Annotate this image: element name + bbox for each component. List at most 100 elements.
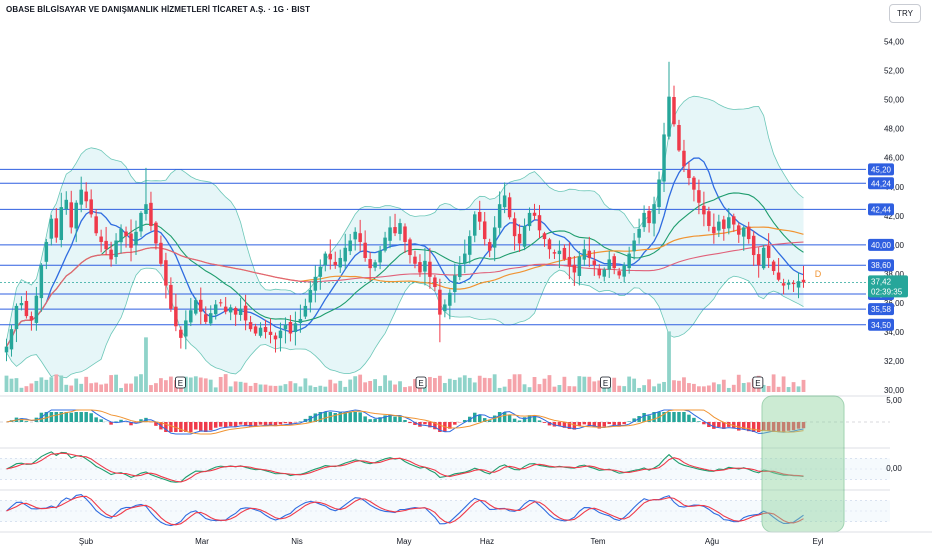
candle bbox=[368, 252, 372, 282]
level-tag-label: 35,58 bbox=[871, 305, 892, 314]
panel-1-histogram-bar bbox=[363, 416, 367, 422]
candle bbox=[233, 306, 238, 326]
candle-body bbox=[383, 237, 387, 251]
candle-body bbox=[134, 231, 138, 246]
panel-1-histogram-bar bbox=[69, 412, 73, 422]
volume-bar bbox=[657, 383, 661, 392]
volume-bar bbox=[34, 380, 39, 392]
candle bbox=[104, 226, 108, 255]
candle bbox=[298, 304, 303, 333]
candle-body bbox=[761, 247, 766, 269]
candle-body bbox=[746, 226, 751, 240]
panel-1-histogram-bar bbox=[64, 412, 69, 422]
candle-body bbox=[184, 320, 188, 337]
volume-bar bbox=[667, 331, 671, 392]
volume-bar bbox=[592, 381, 597, 392]
panel-1-histogram-bar bbox=[109, 422, 113, 425]
candle-body bbox=[607, 259, 611, 270]
candle-body bbox=[453, 275, 457, 292]
level-tag-bg bbox=[868, 203, 894, 216]
earnings-marker bbox=[752, 376, 764, 389]
volume-bar bbox=[672, 380, 676, 392]
panel-1-histogram-bar bbox=[642, 413, 646, 422]
panel-1-histogram-bar bbox=[692, 417, 696, 422]
currency-selector[interactable]: TRY bbox=[889, 4, 921, 23]
candle-body bbox=[368, 259, 372, 269]
volume-bar bbox=[547, 375, 552, 392]
panel-1-histogram-bar bbox=[258, 422, 263, 425]
volume-bar bbox=[368, 380, 373, 392]
candle-body bbox=[74, 202, 78, 229]
candle-body bbox=[278, 330, 283, 339]
candle bbox=[472, 211, 477, 243]
panel-1-histogram-bar bbox=[527, 415, 532, 422]
panel-1-histogram-bar bbox=[49, 412, 54, 422]
candle bbox=[463, 239, 467, 274]
candle bbox=[54, 208, 59, 243]
volume-bar bbox=[338, 380, 343, 392]
panel-3-zone bbox=[0, 500, 890, 522]
candle-body bbox=[169, 284, 173, 309]
candle bbox=[592, 250, 597, 276]
time-axis-label: Tem bbox=[590, 537, 605, 546]
panel-1-histogram-bar bbox=[712, 422, 716, 429]
candle bbox=[682, 139, 686, 173]
volume-bar bbox=[482, 377, 487, 392]
candle-body bbox=[29, 316, 34, 321]
volume-bar bbox=[721, 379, 726, 392]
candle bbox=[707, 206, 711, 232]
panel-1-histogram-bar bbox=[662, 412, 666, 422]
candle-body bbox=[712, 226, 716, 234]
panel-1-histogram-bar bbox=[19, 418, 24, 422]
volume-bar bbox=[736, 374, 741, 392]
panel-1-histogram-bar bbox=[89, 413, 93, 422]
volume-bar bbox=[129, 383, 133, 392]
panel-1-histogram-bar bbox=[164, 422, 168, 432]
earnings-marker-label: E bbox=[603, 379, 608, 388]
candle bbox=[323, 251, 328, 272]
volume-bar bbox=[642, 385, 646, 392]
candle bbox=[552, 249, 557, 260]
candle bbox=[213, 299, 218, 320]
panel-1-histogram-bar bbox=[702, 422, 706, 425]
candle bbox=[363, 230, 367, 262]
panel-1-histogram-bar bbox=[448, 422, 452, 429]
panel-1-histogram-bar bbox=[512, 418, 517, 422]
panel-1-histogram-bar bbox=[746, 422, 751, 432]
panel-1-histogram-bar bbox=[687, 414, 691, 422]
candle-body bbox=[298, 318, 303, 324]
price-tick-label: 54,00 bbox=[884, 37, 905, 46]
candle-body bbox=[707, 211, 711, 226]
panel-1-histogram-bar bbox=[378, 417, 382, 422]
candle bbox=[428, 247, 432, 289]
price-tick-label: 44,00 bbox=[884, 183, 905, 192]
volume-bar bbox=[89, 383, 94, 392]
candle bbox=[702, 191, 706, 227]
panel-1-histogram-bar bbox=[796, 422, 801, 429]
candle bbox=[4, 338, 9, 362]
candle bbox=[458, 256, 462, 281]
candle bbox=[313, 265, 318, 303]
panel-1-histogram-bar bbox=[617, 422, 621, 427]
candle bbox=[751, 231, 756, 266]
panel-1-histogram-bar bbox=[343, 412, 347, 422]
volume-bar bbox=[303, 378, 308, 392]
volume-bar bbox=[567, 386, 572, 392]
candle bbox=[403, 223, 407, 253]
volume-bar bbox=[557, 385, 562, 392]
volume-bar bbox=[612, 377, 617, 392]
panel-1-histogram-bar bbox=[228, 422, 233, 427]
candle-body bbox=[428, 261, 432, 277]
candle bbox=[84, 182, 88, 208]
candle-body bbox=[328, 253, 333, 260]
candle bbox=[687, 161, 691, 186]
candle-body bbox=[34, 295, 39, 323]
panel-1-histogram-bar bbox=[567, 422, 572, 430]
candle bbox=[657, 171, 661, 214]
volume-bar bbox=[432, 378, 437, 392]
candle bbox=[184, 310, 188, 350]
candle-body bbox=[507, 197, 512, 218]
volume-bar bbox=[388, 380, 392, 392]
candle-body bbox=[293, 323, 298, 333]
